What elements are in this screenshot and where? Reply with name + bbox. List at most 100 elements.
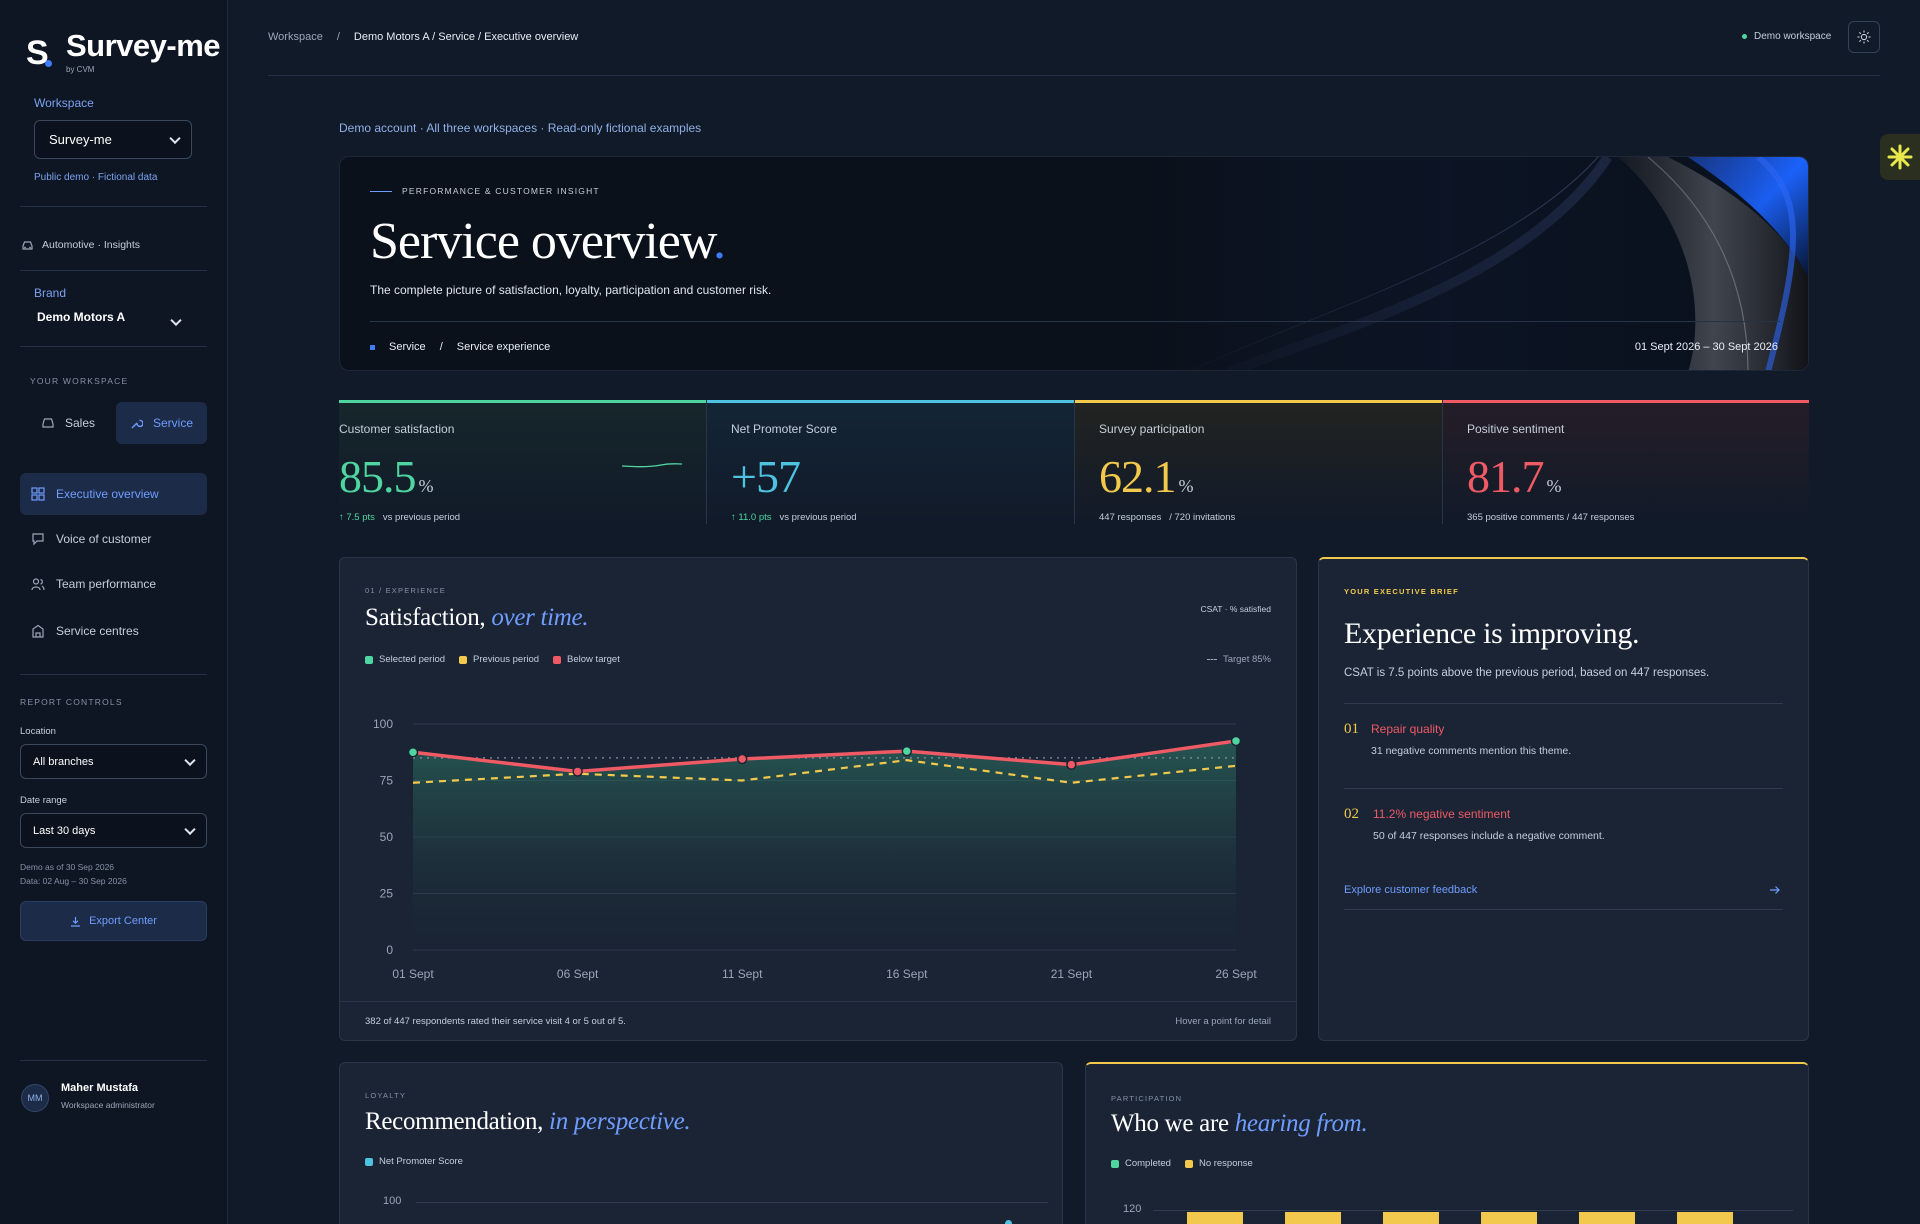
nav-voice-of-customer[interactable]: Voice of customer xyxy=(20,518,207,560)
y-axis-tick: 50 xyxy=(380,830,394,844)
brief-item-number: 02 xyxy=(1344,806,1359,822)
export-center-button[interactable]: Export Center xyxy=(20,901,207,941)
divider xyxy=(706,400,707,524)
legend-item[interactable]: Selected period xyxy=(365,654,445,665)
hero-banner: PERFORMANCE & CUSTOMER INSIGHT Service o… xyxy=(339,156,1809,371)
brief-summary: CSAT is 7.5 points above the previous pe… xyxy=(1344,667,1710,679)
avatar[interactable]: MM xyxy=(21,1084,49,1112)
location-label: Location xyxy=(20,726,56,737)
bar-no-response[interactable] xyxy=(1285,1212,1341,1224)
bar-no-response[interactable] xyxy=(1187,1212,1243,1224)
data-range: Data: 02 Aug – 30 Sep 2026 xyxy=(20,876,127,886)
chart-point[interactable] xyxy=(1005,1220,1012,1224)
gridline xyxy=(416,1202,1048,1203)
location-select[interactable]: All branches xyxy=(20,744,207,779)
bar-no-response[interactable] xyxy=(1677,1212,1733,1224)
csat-line-chart[interactable]: 0 25 50 75 100 01 Sept 06 Sept 11 Sept 16 Sept 21… xyxy=(340,698,1298,988)
data-point xyxy=(736,753,748,765)
card-title: Satisfaction, over time. xyxy=(365,604,589,632)
demo-note: Demo account · All three workspaces · Re… xyxy=(339,121,702,135)
y-axis-tick: 75 xyxy=(380,774,394,788)
breadcrumb-root[interactable]: Workspace xyxy=(268,31,323,43)
car-icon xyxy=(42,418,54,428)
legend-item[interactable]: Below target xyxy=(553,654,620,665)
kpi-label: Net Promoter Score xyxy=(731,422,838,436)
divider xyxy=(340,1001,1296,1002)
y-axis-tick: 100 xyxy=(383,1195,402,1207)
kpi-foot-text: vs previous period xyxy=(779,512,857,523)
x-axis-tick: 01 Sept xyxy=(392,967,434,981)
kpi-unit: % xyxy=(1178,476,1194,496)
brief-item-title: 11.2% negative sentiment xyxy=(1373,807,1511,821)
export-center-label: Export Center xyxy=(89,915,157,927)
series-line-selected xyxy=(575,757,744,774)
executive-brief-card: YOUR EXECUTIVE BRIEF Experience is impro… xyxy=(1318,557,1809,1041)
industry-row: Automotive · Insights xyxy=(21,239,140,251)
hero-date-range: 01 Sept 2026 – 30 Sept 2026 xyxy=(1634,341,1778,353)
divider xyxy=(20,270,207,271)
divider xyxy=(20,346,207,347)
divider xyxy=(370,321,1780,322)
download-icon xyxy=(71,916,81,927)
legend-swatch xyxy=(365,655,373,664)
date-range-select[interactable]: Last 30 days xyxy=(20,813,207,848)
breadcrumb-separator: / xyxy=(336,31,340,43)
legend-item[interactable]: Completed xyxy=(1111,1158,1171,1169)
segment-service[interactable]: Service xyxy=(116,402,207,444)
segment-sales[interactable]: Sales xyxy=(30,402,110,444)
tag-service: Service xyxy=(389,341,426,353)
card-caption: LOYALTY xyxy=(365,1091,407,1100)
theme-toggle-button[interactable] xyxy=(1848,21,1880,53)
legend-item[interactable]: Net Promoter Score xyxy=(365,1156,463,1167)
kpi-footnote: 365 positive comments / 447 responses xyxy=(1467,512,1635,523)
sidebar: S Survey-me by CVM Workspace Survey-me P… xyxy=(0,0,228,1224)
hero-artwork xyxy=(1148,157,1808,370)
explore-feedback-link[interactable]: Explore customer feedback xyxy=(1344,884,1783,910)
kpi-accent-bar xyxy=(339,400,706,403)
kpi-bg xyxy=(707,400,1074,524)
car-icon xyxy=(22,240,33,250)
legend-label: No response xyxy=(1198,1158,1253,1169)
logo-dot xyxy=(45,60,52,67)
segment-service-label: Service xyxy=(153,416,194,430)
kpi-value-number: 81.7 xyxy=(1467,451,1544,502)
kpi-unit: % xyxy=(1546,476,1562,496)
demo-as-of: Demo as of 30 Sep 2026 xyxy=(20,862,115,872)
arrow-right-icon xyxy=(1770,886,1780,894)
nav-executive-overview[interactable]: Executive overview xyxy=(20,473,207,515)
divider xyxy=(1074,400,1075,524)
assistant-tab[interactable] xyxy=(1880,134,1920,180)
brief-item-text: 31 negative comments mention this theme. xyxy=(1371,745,1572,757)
brief-item-title: Repair quality xyxy=(1371,722,1445,736)
page-title-text: Service overview xyxy=(370,213,714,270)
tag-marker xyxy=(370,344,375,350)
x-axis-tick: 26 Sept xyxy=(1215,967,1257,981)
area-fill xyxy=(413,740,1236,950)
card-caption: PARTICIPATION xyxy=(1111,1094,1183,1103)
kpi-value: +57 xyxy=(731,450,801,503)
bar-no-response[interactable] xyxy=(1481,1212,1537,1224)
workspace-select[interactable]: Survey-me xyxy=(34,120,192,159)
legend-label: Selected period xyxy=(379,654,446,665)
logo-mark: S xyxy=(26,34,49,72)
card-title: Recommendation, in perspective. xyxy=(365,1108,691,1136)
series-line-selected xyxy=(740,749,909,761)
chart-hover-hint: Hover a point for detail xyxy=(1175,1016,1271,1027)
legend-item[interactable]: No response xyxy=(1184,1158,1253,1169)
nav-team-performance[interactable]: Team performance xyxy=(20,563,207,605)
metric-note: CSAT · % satisfied xyxy=(1200,604,1271,614)
segment-sales-label: Sales xyxy=(65,416,96,430)
kpi-delta: ↑ 7.5 pts xyxy=(339,512,375,523)
brief-title: Experience is improving. xyxy=(1344,617,1640,650)
brand-select[interactable]: Demo Motors A xyxy=(34,310,192,334)
nav-service-centres[interactable]: Service centres xyxy=(20,610,207,652)
workspace-badge: Demo workspace xyxy=(1742,31,1831,42)
x-axis-tick: 16 Sept xyxy=(886,967,928,981)
gridline xyxy=(1153,1210,1793,1211)
tag-separator: / xyxy=(439,341,443,353)
bar-no-response[interactable] xyxy=(1579,1212,1635,1224)
bar-no-response[interactable] xyxy=(1383,1212,1439,1224)
legend-swatch xyxy=(365,1157,373,1166)
kpi-footnote: ↑ 7.5 pts vs previous period xyxy=(339,512,460,523)
legend-item[interactable]: Previous period xyxy=(459,654,539,665)
